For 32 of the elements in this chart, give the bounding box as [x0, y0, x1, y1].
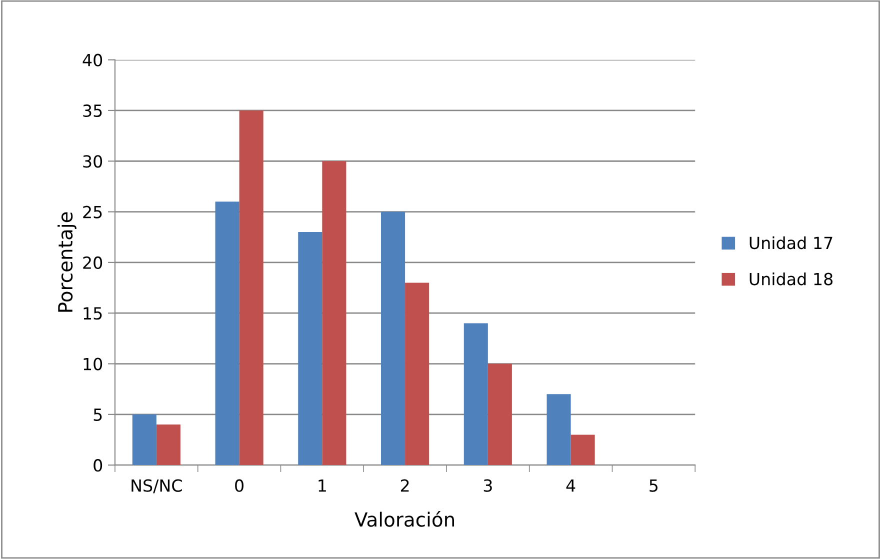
- bar: [381, 212, 406, 466]
- y-axis-title: Porcentaje: [58, 212, 76, 312]
- legend-label: Unidad 17: [750, 236, 832, 250]
- y-tick-label: 5: [94, 408, 102, 421]
- bar: [156, 424, 180, 466]
- x-axis-title: Valoración: [354, 510, 454, 527]
- bar: [488, 364, 512, 466]
- bar: [322, 161, 346, 466]
- x-tick-label: 1: [318, 479, 326, 492]
- y-tick-label: 25: [83, 206, 102, 218]
- bar: [239, 110, 264, 466]
- bar: [132, 414, 156, 466]
- x-tick-label: 0: [235, 479, 244, 492]
- bar: [405, 282, 430, 466]
- x-tick-label: 2: [400, 479, 409, 492]
- legend-label: Unidad 18: [750, 272, 833, 286]
- bar: [464, 323, 488, 466]
- x-tick-label: 3: [484, 479, 492, 492]
- y-tick-label: 35: [83, 104, 102, 118]
- x-tick-label: NS/NC: [132, 479, 182, 494]
- x-tick-label: 4: [566, 479, 576, 492]
- bar: [546, 394, 571, 466]
- bar: [570, 434, 595, 466]
- y-tick-label: 20: [83, 256, 102, 270]
- bar: [298, 232, 322, 466]
- y-tick-label: 10: [84, 358, 102, 370]
- y-tick-label: 0: [94, 459, 102, 472]
- y-tick-label: 40: [82, 54, 102, 66]
- x-tick-label: 5: [650, 479, 658, 492]
- y-tick-label: 15: [84, 307, 102, 320]
- y-tick-label: 30: [83, 155, 102, 168]
- bar: [215, 202, 240, 466]
